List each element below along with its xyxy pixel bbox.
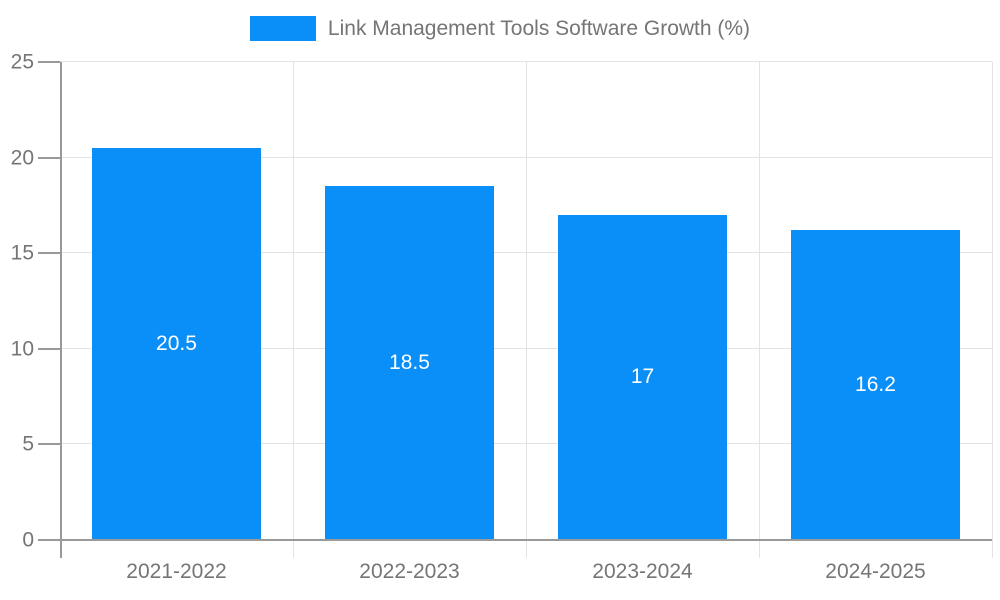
y-axis-tick — [38, 347, 60, 350]
gridline-horizontal — [60, 61, 992, 62]
x-axis-line — [60, 539, 992, 541]
gridline-vertical — [293, 62, 294, 540]
bar-2022-2023[interactable]: 18.5 — [324, 186, 495, 540]
y-axis-tick — [38, 61, 60, 63]
y-axis-tick-label: 25 — [10, 50, 34, 74]
y-axis-tick-label: 10 — [10, 337, 34, 361]
bar-2023-2024[interactable]: 17 — [557, 214, 728, 540]
y-axis-tick — [38, 252, 60, 255]
y-axis-line — [60, 62, 62, 558]
x-axis-tick — [526, 540, 527, 558]
y-axis-tick-label: 5 — [22, 432, 34, 456]
x-axis-category-label: 2021-2022 — [126, 560, 227, 583]
bar-value-label: 16.2 — [855, 373, 896, 397]
bar-2024-2025[interactable]: 16.2 — [790, 230, 961, 540]
y-axis-tick — [38, 539, 60, 541]
legend-swatch-icon — [249, 16, 316, 41]
legend-label: Link Management Tools Software Growth (%… — [327, 17, 751, 40]
gridline-vertical — [759, 62, 760, 540]
y-axis-tick — [38, 443, 60, 446]
plot-area: 0 5 10 15 20 25 20.5 2021-2022 18.5 2022-2023 17 20… — [11, 52, 993, 583]
x-axis-category-label: 2023-2024 — [592, 560, 693, 583]
bar-value-label: 18.5 — [389, 351, 430, 375]
y-axis-tick-label: 15 — [10, 241, 34, 265]
legend[interactable]: Link Management Tools Software Growth (%… — [0, 16, 1000, 41]
bar-2021-2022[interactable]: 20.5 — [91, 148, 262, 540]
bar-value-label: 17 — [630, 365, 655, 389]
y-axis-tick-label: 0 — [22, 528, 34, 552]
y-axis-tick — [38, 156, 60, 159]
gridline-vertical — [526, 62, 527, 540]
x-axis-category-label: 2024-2025 — [825, 560, 926, 583]
x-axis-tick — [293, 540, 294, 558]
y-axis-tick-label: 20 — [10, 146, 34, 170]
bar-value-label: 20.5 — [156, 332, 197, 356]
x-axis-tick — [992, 540, 993, 558]
x-axis-category-label: 2022-2023 — [359, 560, 460, 583]
x-axis-tick — [759, 540, 760, 558]
gridline-vertical — [992, 62, 993, 540]
